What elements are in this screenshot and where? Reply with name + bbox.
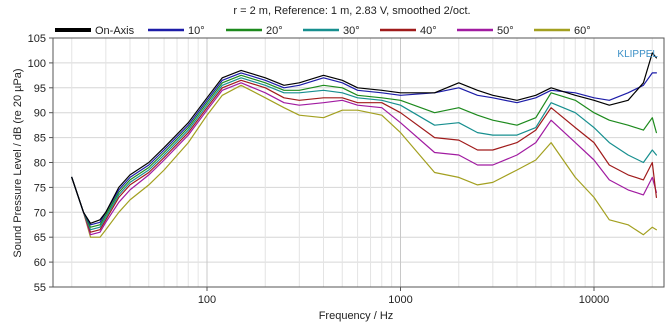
y-tick-label: 105 bbox=[28, 33, 46, 45]
x-tick-label: 100 bbox=[198, 294, 216, 306]
series-line bbox=[71, 72, 658, 226]
series-line bbox=[71, 77, 658, 231]
legend-label: 40° bbox=[420, 25, 437, 37]
legend-label: 30° bbox=[343, 25, 360, 37]
legend-label: 20° bbox=[266, 25, 283, 37]
y-tick-label: 55 bbox=[34, 282, 46, 294]
y-tick-label: 75 bbox=[34, 182, 46, 194]
y-axis-label: Sound Pressure Level / dB (re 20 µPa) bbox=[12, 68, 24, 257]
legend-label: 60° bbox=[574, 25, 591, 37]
y-tick-label: 65 bbox=[34, 232, 46, 244]
plot-frame bbox=[52, 37, 665, 288]
legend-label: 50° bbox=[497, 25, 514, 37]
x-axis-label: Frequency / Hz bbox=[319, 310, 394, 322]
series-line bbox=[71, 84, 658, 238]
watermark: KLIPPEL bbox=[617, 49, 658, 60]
y-tick-label: 90 bbox=[34, 108, 46, 120]
y-tick-label: 60 bbox=[34, 257, 46, 269]
chart-title: r = 2 m, Reference: 1 m, 2.83 V, smoothe… bbox=[233, 5, 470, 17]
series-line bbox=[71, 79, 658, 233]
x-tick-label: 10000 bbox=[579, 294, 610, 306]
x-tick-label: 1000 bbox=[388, 294, 412, 306]
y-tick-label: 80 bbox=[34, 158, 46, 170]
legend-label: On-Axis bbox=[95, 25, 135, 37]
series-lines bbox=[71, 52, 658, 238]
x-axis-ticks: 100 1000 10000 bbox=[198, 287, 609, 306]
series-line bbox=[71, 82, 658, 236]
series-line bbox=[71, 74, 658, 228]
y-axis-ticks: 55 60 65 70 75 80 85 90 95 100 105 bbox=[28, 33, 53, 294]
series-line bbox=[71, 52, 658, 224]
legend: On-Axis 10° 20° 30° 40° 50° 60° bbox=[55, 25, 591, 37]
legend-label: 10° bbox=[188, 25, 205, 37]
y-tick-label: 70 bbox=[34, 207, 46, 219]
y-tick-label: 95 bbox=[34, 83, 46, 95]
y-tick-label: 100 bbox=[28, 58, 46, 70]
y-tick-label: 85 bbox=[34, 133, 46, 145]
